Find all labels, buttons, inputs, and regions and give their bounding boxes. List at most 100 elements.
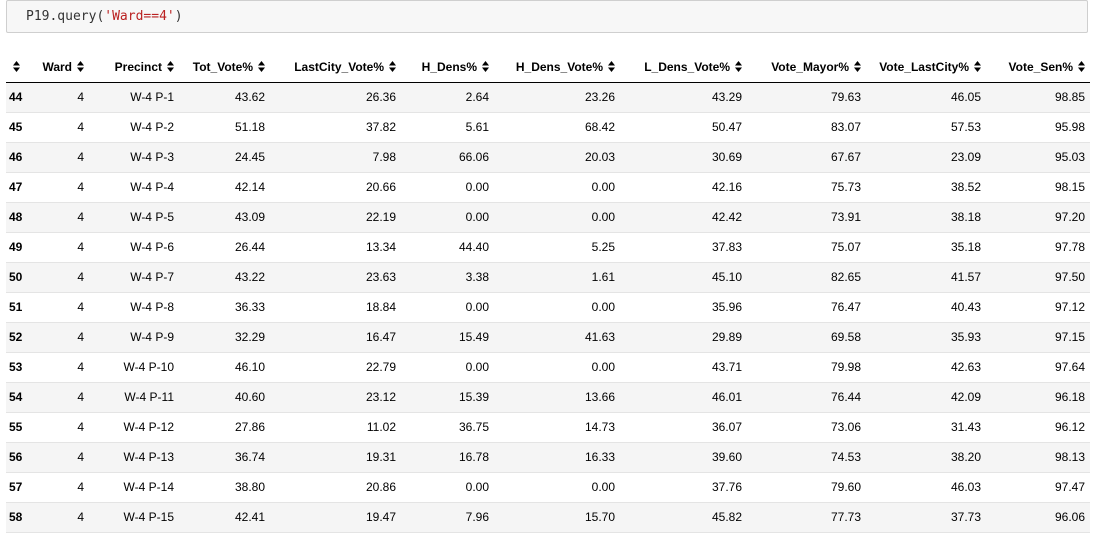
table-cell: 0.00 (591, 360, 615, 374)
table-row[interactable]: 52 4 W-4 P-9 32.29 16.47 15.49 41.63 29.89 69.58… (6, 322, 1090, 352)
row-index: 44 (9, 90, 23, 104)
sort-arrows-icon[interactable] (482, 61, 489, 73)
sort-arrows-icon[interactable] (12, 61, 20, 73)
table-row[interactable]: 48 4 W-4 P-5 43.09 22.19 0.00 0.00 42.42 73.91 38… (6, 202, 1090, 232)
table-cell: W-4 P-2 (130, 120, 174, 134)
table-cell: 4 (77, 150, 84, 164)
column-header-vote-mayor[interactable]: Vote_Mayor% (747, 52, 866, 83)
column-header-label: L_Dens_Vote% (644, 59, 730, 74)
table-cell: 96.18 (1054, 390, 1085, 404)
table-cell: 4 (77, 330, 84, 344)
table-row[interactable]: 44 4 W-4 P-1 43.62 26.36 2.64 23.26 43.29 79.63 4… (6, 82, 1090, 112)
table-cell: W-4 P-7 (130, 270, 174, 284)
table-cell: 27.86 (234, 420, 265, 434)
table-cell: 23.09 (950, 150, 981, 164)
table-cell: 1.61 (591, 270, 615, 284)
table-row[interactable]: 54 4 W-4 P-11 40.60 23.12 15.39 13.66 46.01 76.4… (6, 382, 1090, 412)
table-row[interactable]: 50 4 W-4 P-7 43.22 23.63 3.38 1.61 45.10 82.65 41… (6, 262, 1090, 292)
column-header-ward[interactable]: Ward (26, 52, 89, 83)
table-cell: 43.71 (711, 360, 742, 374)
sort-arrows-icon[interactable] (77, 61, 84, 73)
table-cell: 37.73 (950, 510, 981, 524)
table-cell: 0.00 (465, 480, 489, 494)
table-cell: 32.29 (234, 330, 265, 344)
column-header-label: Vote_Sen% (1008, 59, 1073, 74)
table-cell: 67.67 (830, 150, 861, 164)
table-cell: 97.50 (1054, 270, 1085, 284)
table-row[interactable]: 57 4 W-4 P-14 38.80 20.86 0.00 0.00 37.76 79.60 4… (6, 472, 1090, 502)
column-header-l-dens-vote[interactable]: L_Dens_Vote% (620, 52, 747, 83)
sort-arrows-icon[interactable] (608, 61, 615, 73)
row-index: 58 (9, 510, 23, 524)
table-cell: 42.14 (234, 180, 265, 194)
table-row[interactable]: 45 4 W-4 P-2 51.18 37.82 5.61 68.42 50.47 83.07 5… (6, 112, 1090, 142)
table-cell: 40.60 (234, 390, 265, 404)
table-cell: 50.47 (711, 120, 742, 134)
table-cell: 7.98 (372, 150, 396, 164)
table-cell: 16.33 (584, 450, 615, 464)
table-cell: 19.31 (365, 450, 396, 464)
table-cell: 43.09 (234, 210, 265, 224)
table-row[interactable]: 46 4 W-4 P-3 24.45 7.98 66.06 20.03 30.69 67.67 2… (6, 142, 1090, 172)
index-header[interactable] (6, 52, 26, 83)
sort-arrows-icon[interactable] (854, 61, 861, 73)
table-cell: 73.06 (830, 420, 861, 434)
table-cell: 77.73 (830, 510, 861, 524)
sort-arrows-icon[interactable] (735, 61, 742, 73)
table-cell: 0.00 (465, 360, 489, 374)
table-cell: 4 (77, 510, 84, 524)
table-row[interactable]: 51 4 W-4 P-8 36.33 18.84 0.00 0.00 35.96 76.47 40… (6, 292, 1090, 322)
table-row[interactable]: 55 4 W-4 P-12 27.86 11.02 36.75 14.73 36.07 73.0… (6, 412, 1090, 442)
table-cell: 4 (77, 270, 84, 284)
table-row[interactable]: 53 4 W-4 P-10 46.10 22.79 0.00 0.00 43.71 79.98 4… (6, 352, 1090, 382)
table-cell: 15.70 (584, 510, 615, 524)
table-row[interactable]: 47 4 W-4 P-4 42.14 20.66 0.00 0.00 42.16 75.73 38… (6, 172, 1090, 202)
column-header-tot-vote[interactable]: Tot_Vote% (179, 52, 270, 83)
column-header-label: H_Dens_Vote% (515, 59, 603, 74)
dataframe-output: Ward Precinct Tot_Vote% LastCity_Vote% H_Den… (6, 52, 1090, 533)
table-cell: 76.44 (830, 390, 861, 404)
table-cell: W-4 P-5 (130, 210, 174, 224)
column-header-label: Vote_LastCity% (879, 59, 969, 74)
code-cell-input[interactable]: P19.query('Ward==4') (6, 0, 1088, 33)
table-cell: 0.00 (591, 480, 615, 494)
table-cell: 45.82 (711, 510, 742, 524)
table-cell: W-4 P-3 (130, 150, 174, 164)
row-index: 55 (9, 420, 23, 434)
table-row[interactable]: 58 4 W-4 P-15 42.41 19.47 7.96 15.70 45.82 77.73… (6, 502, 1090, 532)
table-cell: 76.47 (830, 300, 861, 314)
sort-arrows-icon[interactable] (1078, 61, 1085, 73)
column-header-precinct[interactable]: Precinct (89, 52, 179, 83)
column-header-h-dens-vote[interactable]: H_Dens_Vote% (494, 52, 620, 83)
column-header-vote-lastcity[interactable]: Vote_LastCity% (866, 52, 986, 83)
sort-arrows-icon[interactable] (167, 61, 174, 73)
table-cell: 75.07 (830, 240, 861, 254)
table-cell: 20.03 (584, 150, 615, 164)
sort-arrows-icon[interactable] (258, 61, 265, 73)
table-row[interactable]: 49 4 W-4 P-6 26.44 13.34 44.40 5.25 37.83 75.07 3… (6, 232, 1090, 262)
column-header-h-dens[interactable]: H_Dens% (401, 52, 494, 83)
column-header-lastcity-vote[interactable]: LastCity_Vote% (270, 52, 401, 83)
table-cell: 7.96 (465, 510, 489, 524)
table-cell: 73.91 (830, 210, 861, 224)
table-cell: 4 (77, 480, 84, 494)
dataframe-table: Ward Precinct Tot_Vote% LastCity_Vote% H_Den… (6, 52, 1090, 533)
table-cell: 4 (77, 210, 84, 224)
table-cell: 29.89 (711, 330, 742, 344)
sort-arrows-icon[interactable] (974, 61, 981, 73)
table-cell: W-4 P-15 (123, 510, 174, 524)
sort-arrows-icon[interactable] (389, 61, 396, 73)
table-cell: 4 (77, 390, 84, 404)
column-header-vote-sen[interactable]: Vote_Sen% (986, 52, 1090, 83)
table-row[interactable]: 56 4 W-4 P-13 36.74 19.31 16.78 16.33 39.60 74.5… (6, 442, 1090, 472)
table-cell: 40.43 (950, 300, 981, 314)
table-cell: 41.63 (584, 330, 615, 344)
table-cell: 57.53 (950, 120, 981, 134)
table-cell: 95.03 (1054, 150, 1085, 164)
row-index: 52 (9, 330, 23, 344)
table-cell: 31.43 (950, 420, 981, 434)
table-cell: 42.63 (950, 360, 981, 374)
table-cell: W-4 P-11 (124, 390, 174, 404)
table-cell: 20.66 (365, 180, 396, 194)
table-cell: 37.82 (365, 120, 396, 134)
